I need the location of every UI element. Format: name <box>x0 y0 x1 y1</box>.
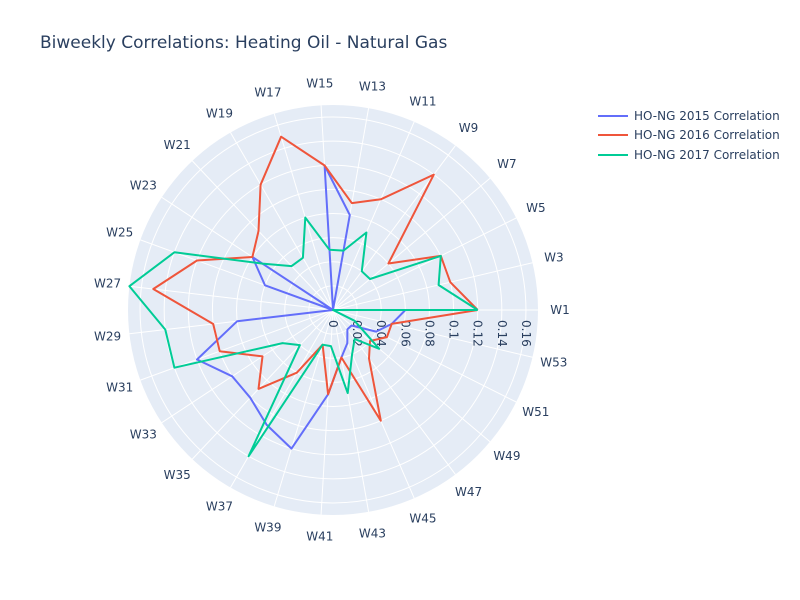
theta-tick-label: W9 <box>459 121 479 135</box>
angular-gridline <box>140 309 334 381</box>
theta-tick-label: W25 <box>106 225 133 239</box>
theta-tick-label: W7 <box>497 157 517 171</box>
theta-tick-label: W19 <box>206 106 233 120</box>
radial-tick-label: 0.16 <box>519 320 533 347</box>
theta-tick-label: W23 <box>130 178 157 192</box>
angular-gridline <box>191 309 334 460</box>
theta-tick-label: W53 <box>540 355 567 369</box>
radial-tick-label: 0.08 <box>422 320 436 347</box>
legend-swatch <box>598 153 628 156</box>
theta-tick-label: W37 <box>206 500 233 514</box>
angular-gridline <box>129 285 334 311</box>
theta-tick-label: W13 <box>359 79 386 93</box>
legend-item[interactable]: HO-NG 2015 Correlation <box>598 106 780 126</box>
radial-tick-label: 0.04 <box>374 320 388 347</box>
legend-label: HO-NG 2015 Correlation <box>634 108 780 123</box>
series-line-3[interactable] <box>128 216 479 458</box>
angular-gridline <box>273 113 334 311</box>
theta-tick-label: W43 <box>359 527 386 541</box>
angular-gridline <box>332 309 517 403</box>
chart-title: Biweekly Correlations: Heating Oil - Nat… <box>40 33 448 53</box>
theta-tick-label: W27 <box>94 277 121 291</box>
theta-tick-label: W5 <box>526 201 546 215</box>
radial-tick-label: 0.12 <box>471 320 485 347</box>
theta-tick-label: W33 <box>130 428 157 442</box>
theta-tick-label: W1 <box>550 303 570 317</box>
radial-tick-label: 0.06 <box>398 320 412 347</box>
theta-tick-label: W41 <box>306 530 333 544</box>
angular-gridline <box>332 309 533 358</box>
angular-gridline <box>320 309 334 515</box>
angular-gridline <box>332 217 517 311</box>
legend-label: HO-NG 2016 Correlation <box>634 128 780 143</box>
angular-gridline <box>273 309 334 507</box>
legend-label: HO-NG 2017 Correlation <box>634 147 780 162</box>
angular-gridline <box>332 262 533 311</box>
angular-gridline <box>332 309 370 512</box>
theta-tick-label: W45 <box>409 511 436 525</box>
angular-gridline <box>332 309 491 443</box>
radial-tick-label: 0 <box>326 320 340 328</box>
theta-tick-label: W47 <box>455 485 482 499</box>
theta-tick-label: W15 <box>306 76 333 90</box>
series-line-1[interactable] <box>196 164 407 450</box>
theta-tick-label: W31 <box>106 381 133 395</box>
radial-tick-label: 0.14 <box>495 320 509 347</box>
theta-tick-label: W39 <box>254 520 281 534</box>
theta-tick-label: W29 <box>94 329 121 343</box>
angular-gridline <box>332 309 456 475</box>
theta-tick-label: W21 <box>164 138 191 152</box>
theta-tick-label: W49 <box>493 449 520 463</box>
legend-item[interactable]: HO-NG 2016 Correlation <box>598 126 780 146</box>
angular-gridline <box>161 309 334 424</box>
legend[interactable]: HO-NG 2015 Correlation HO-NG 2016 Correla… <box>598 106 780 165</box>
angular-gridline <box>191 160 334 311</box>
radial-tick-label: 0.1 <box>447 320 461 339</box>
angular-gridline <box>230 132 334 311</box>
series-line-2[interactable] <box>152 135 479 422</box>
angular-gridline <box>332 177 491 311</box>
theta-tick-label: W3 <box>544 251 564 265</box>
angular-gridline <box>332 145 456 311</box>
legend-swatch <box>598 134 628 137</box>
theta-tick-label: W17 <box>254 86 281 100</box>
legend-item[interactable]: HO-NG 2017 Correlation <box>598 145 780 165</box>
theta-tick-label: W11 <box>409 95 436 109</box>
angular-gridline <box>332 121 415 311</box>
theta-tick-label: W35 <box>164 468 191 482</box>
angular-gridline <box>230 309 334 488</box>
legend-swatch <box>598 114 628 117</box>
theta-tick-label: W51 <box>522 405 549 419</box>
